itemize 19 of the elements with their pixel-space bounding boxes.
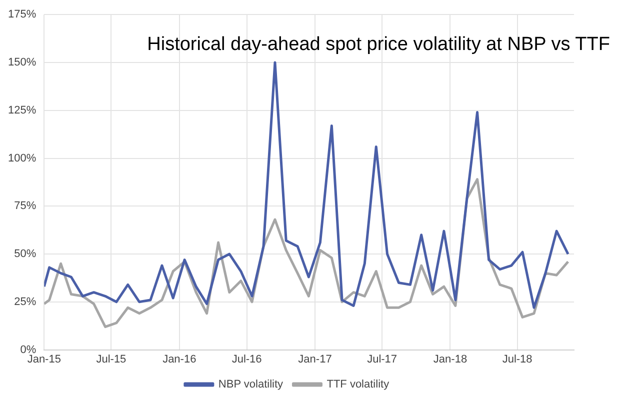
x-tick-label: Jul-15 bbox=[96, 353, 126, 366]
text: Historical day-ahead spot price volatility at NBP vs TTF bbox=[146, 34, 610, 56]
x-tick-label: Jul-18 bbox=[502, 353, 532, 366]
legend-label: NBP volatility bbox=[218, 378, 284, 391]
y-tick-label: 0% bbox=[20, 344, 36, 356]
y-tick-label: 50% bbox=[14, 248, 36, 260]
legend-label: TTF volatility bbox=[326, 378, 390, 391]
y-tick-label: 150% bbox=[8, 56, 36, 69]
x-tick-label: Jan-17 bbox=[298, 353, 332, 366]
y-tick-label: 175% bbox=[8, 8, 36, 21]
x-tick-label: Jan-15 bbox=[27, 353, 61, 366]
y-tick-label: 75% bbox=[14, 200, 36, 212]
y-tick-label: 100% bbox=[8, 152, 36, 164]
x-tick-label: Jul-16 bbox=[232, 353, 262, 366]
y-tick-label: 125% bbox=[8, 104, 36, 116]
x-tick-label: Jan-16 bbox=[162, 353, 196, 366]
y-tick-label: 25% bbox=[14, 296, 36, 308]
x-tick-label: Jul-17 bbox=[367, 353, 398, 366]
x-tick-label: Jan-18 bbox=[433, 353, 468, 366]
